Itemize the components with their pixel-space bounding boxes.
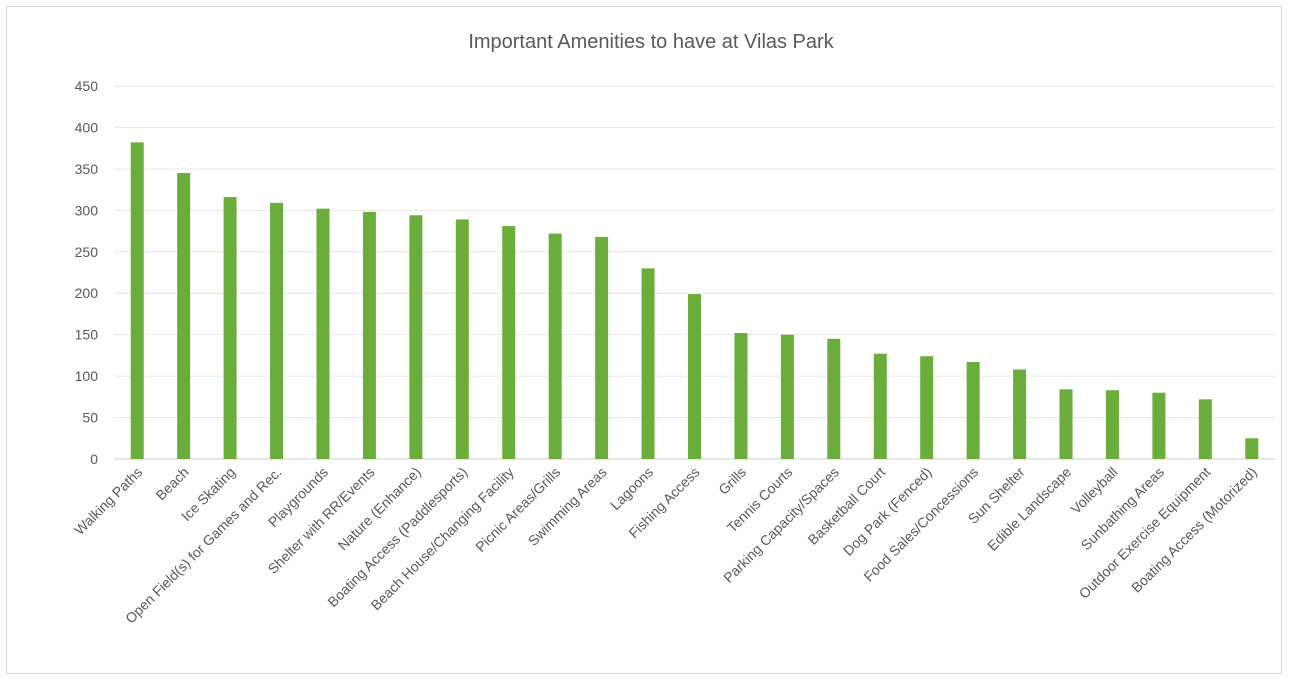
- y-tick-label: 450: [75, 78, 99, 94]
- x-tick-label: Sunbathing Areas: [1078, 464, 1167, 553]
- y-tick-label: 50: [82, 410, 98, 426]
- bar: [409, 215, 423, 459]
- y-tick-label: 300: [75, 202, 99, 218]
- bar: [548, 233, 562, 459]
- bar: [130, 142, 144, 459]
- bar: [595, 236, 609, 459]
- bar: [1152, 392, 1166, 459]
- y-tick-label: 0: [90, 451, 98, 467]
- y-tick-label: 250: [75, 244, 99, 260]
- bar: [966, 362, 980, 459]
- bar: [873, 353, 887, 459]
- x-tick-label: Edible Landscape: [984, 464, 1074, 554]
- x-tick-label: Grills: [715, 464, 749, 498]
- y-tick-label: 350: [75, 161, 99, 177]
- bar: [1198, 399, 1212, 459]
- bar: [1013, 369, 1027, 459]
- bar: [270, 202, 284, 459]
- bar: [177, 173, 191, 460]
- bar: [1105, 390, 1119, 459]
- bar: [1245, 438, 1259, 459]
- chart-title: Important Amenities to have at Vilas Par…: [468, 31, 834, 53]
- y-axis: 0 50 100 150 200 250 300 350 400 450: [75, 78, 99, 467]
- bar: [362, 211, 376, 459]
- bar: [502, 226, 516, 459]
- bar: [780, 334, 794, 459]
- bar: [688, 294, 701, 459]
- x-tick-label: Walking Paths: [71, 464, 145, 538]
- y-tick-label: 400: [75, 119, 99, 135]
- x-tick-label: Picnic Areas/Grills: [472, 464, 563, 555]
- bar: [734, 333, 748, 459]
- bar: [1059, 389, 1073, 459]
- bar: [316, 208, 330, 459]
- gridlines: [114, 85, 1275, 460]
- y-tick-label: 100: [75, 368, 99, 384]
- bars: [130, 142, 1259, 460]
- bar: [920, 356, 934, 459]
- y-tick-label: 150: [75, 327, 99, 343]
- bar: [641, 268, 655, 459]
- x-tick-label: Swimming Areas: [525, 464, 610, 549]
- bar: [455, 219, 469, 459]
- x-tick-label: Nature (Enhance): [335, 464, 424, 553]
- y-tick-label: 200: [75, 285, 99, 301]
- x-tick-label: Beach: [152, 464, 191, 503]
- bar: [223, 197, 237, 459]
- bar: [827, 338, 841, 459]
- x-tick-label: Dog Park (Fenced): [840, 464, 935, 559]
